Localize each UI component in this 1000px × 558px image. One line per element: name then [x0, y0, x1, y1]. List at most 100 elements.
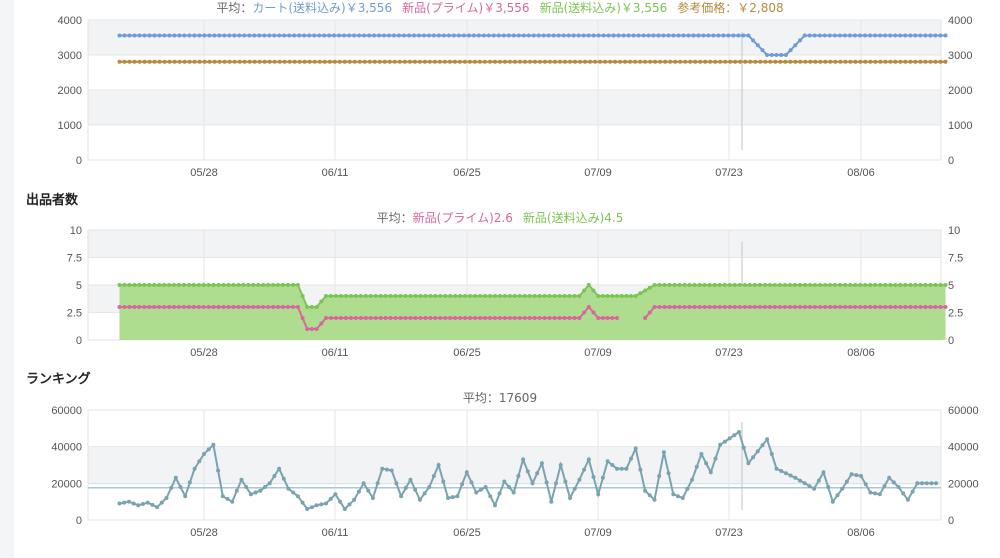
data-point — [231, 283, 236, 287]
data-point — [833, 305, 838, 309]
data-point — [216, 468, 221, 473]
data-point — [343, 316, 348, 320]
data-point — [191, 283, 196, 287]
data-point — [328, 496, 333, 501]
data-point — [388, 316, 393, 320]
data-point — [512, 316, 517, 320]
data-point — [368, 316, 373, 320]
y-tick-label-left: 40000 — [51, 442, 82, 454]
data-point — [398, 294, 403, 298]
data-point — [232, 33, 237, 38]
data-point — [450, 495, 455, 500]
data-point — [563, 479, 568, 484]
data-point — [638, 59, 643, 64]
data-point — [647, 310, 652, 315]
data-point — [873, 283, 878, 287]
data-point — [387, 33, 391, 38]
y-tick-label-right: 7.5 — [948, 253, 963, 265]
data-point — [399, 494, 404, 499]
data-point — [704, 461, 709, 466]
data-point — [858, 33, 862, 38]
data-point — [332, 59, 337, 64]
data-point — [888, 33, 893, 38]
y-tick-label-right: 2000 — [948, 85, 972, 97]
data-point — [774, 53, 779, 57]
data-point — [943, 283, 948, 287]
data-point — [823, 305, 828, 309]
data-point — [443, 316, 448, 320]
data-point — [818, 59, 823, 64]
data-point — [402, 59, 407, 64]
data-point — [239, 477, 244, 482]
data-point — [692, 305, 697, 309]
data-point — [583, 59, 588, 64]
data-point — [473, 294, 478, 298]
data-point — [261, 305, 266, 309]
data-point — [412, 59, 417, 64]
data-point — [723, 59, 728, 64]
data-point — [466, 33, 471, 38]
data-point — [422, 59, 427, 64]
data-point — [837, 33, 842, 38]
data-point — [928, 59, 933, 64]
data-point — [657, 305, 662, 309]
data-point — [192, 466, 197, 471]
data-point — [543, 59, 547, 64]
data-point — [600, 294, 605, 298]
data-point — [782, 283, 787, 287]
data-point — [767, 283, 772, 287]
data-point — [471, 33, 476, 38]
data-point — [252, 59, 257, 64]
data-point — [535, 471, 540, 476]
data-point — [548, 59, 552, 64]
data-point — [773, 59, 778, 64]
data-point — [685, 486, 690, 491]
x-tick-label: 07/23 — [715, 167, 743, 179]
data-point — [220, 494, 225, 499]
data-point — [352, 497, 357, 502]
data-point — [888, 59, 893, 64]
ranking-section-title: ランキング — [26, 372, 91, 387]
data-point — [373, 294, 378, 298]
data-point — [256, 305, 261, 309]
data-point — [718, 442, 723, 447]
data-point — [363, 316, 368, 320]
data-point — [727, 436, 732, 441]
data-point — [686, 33, 691, 38]
data-point — [858, 305, 863, 309]
data-point — [615, 466, 619, 471]
data-point — [407, 59, 412, 64]
data-point — [558, 463, 563, 467]
data-point — [177, 305, 181, 309]
data-point — [816, 478, 821, 483]
data-point — [222, 33, 227, 38]
data-point — [142, 283, 147, 287]
y-tick-label-right: 0 — [948, 155, 954, 167]
data-point — [605, 459, 610, 464]
data-point — [236, 305, 241, 309]
data-point — [196, 283, 201, 287]
x-tick-label: 05/28 — [190, 527, 218, 539]
data-point — [167, 33, 172, 38]
data-point — [676, 33, 681, 38]
data-point — [708, 470, 713, 475]
data-point — [281, 305, 285, 309]
data-point — [633, 294, 638, 298]
data-point — [291, 490, 296, 495]
data-point — [122, 33, 127, 38]
data-point — [397, 59, 402, 64]
data-point — [402, 33, 406, 38]
data-point — [206, 305, 211, 309]
data-point — [596, 33, 601, 38]
data-point — [127, 59, 132, 64]
data-point — [727, 305, 732, 309]
data-point — [266, 305, 271, 309]
data-point — [738, 59, 743, 64]
data-point — [309, 305, 314, 309]
data-point — [497, 294, 502, 298]
data-point — [863, 59, 868, 64]
data-point — [502, 294, 507, 298]
data-point — [237, 33, 242, 38]
plot-band — [88, 257, 941, 285]
data-point — [162, 33, 167, 38]
